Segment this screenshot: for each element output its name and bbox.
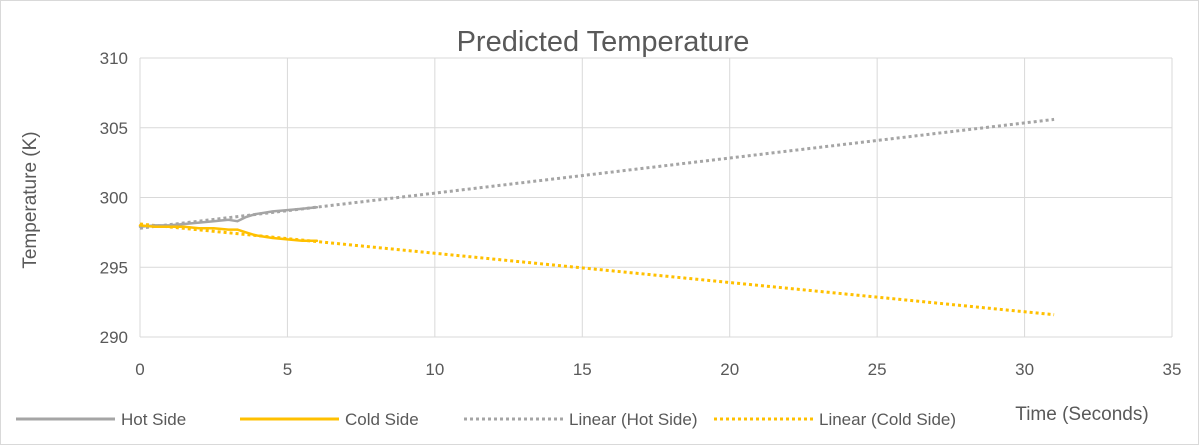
y-tick-label: 305	[100, 119, 128, 138]
legend-label: Linear (Hot Side)	[569, 410, 698, 429]
x-tick-label: 35	[1163, 360, 1182, 379]
y-tick-label: 295	[100, 258, 128, 277]
y-tick-label: 300	[100, 189, 128, 208]
legend: Hot Side Cold Side Linear (Hot Side) Linear…	[16, 410, 956, 429]
chart-title: Predicted Temperature	[457, 26, 750, 58]
legend-label: Hot Side	[121, 410, 186, 429]
x-tick-label: 20	[720, 360, 739, 379]
series-line-cold-side	[138, 224, 319, 242]
y-axis-label: Temperature (K)	[20, 131, 41, 268]
x-tick-label: 25	[868, 360, 887, 379]
series-line-hot-side	[138, 206, 319, 229]
y-tick-label: 310	[100, 49, 128, 68]
series-layer	[138, 117, 1055, 317]
y-tick-label: 290	[100, 328, 128, 347]
x-tick-label: 15	[573, 360, 592, 379]
legend-label: Linear (Cold Side)	[819, 410, 956, 429]
legend-label: Cold Side	[345, 410, 419, 429]
x-tick-label: 30	[1015, 360, 1034, 379]
x-tick-label: 10	[425, 360, 444, 379]
tick-labels: 290 295 300 305 310 0 5 10 15 20 25 30 35	[100, 49, 1182, 379]
grid	[139, 57, 1173, 338]
x-tick-label: 5	[283, 360, 292, 379]
x-axis-label: Time (Seconds)	[1015, 404, 1148, 425]
x-tick-label: 0	[135, 360, 144, 379]
